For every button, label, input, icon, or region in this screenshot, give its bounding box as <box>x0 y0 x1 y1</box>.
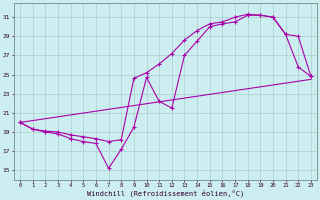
X-axis label: Windchill (Refroidissement éolien,°C): Windchill (Refroidissement éolien,°C) <box>87 190 244 197</box>
